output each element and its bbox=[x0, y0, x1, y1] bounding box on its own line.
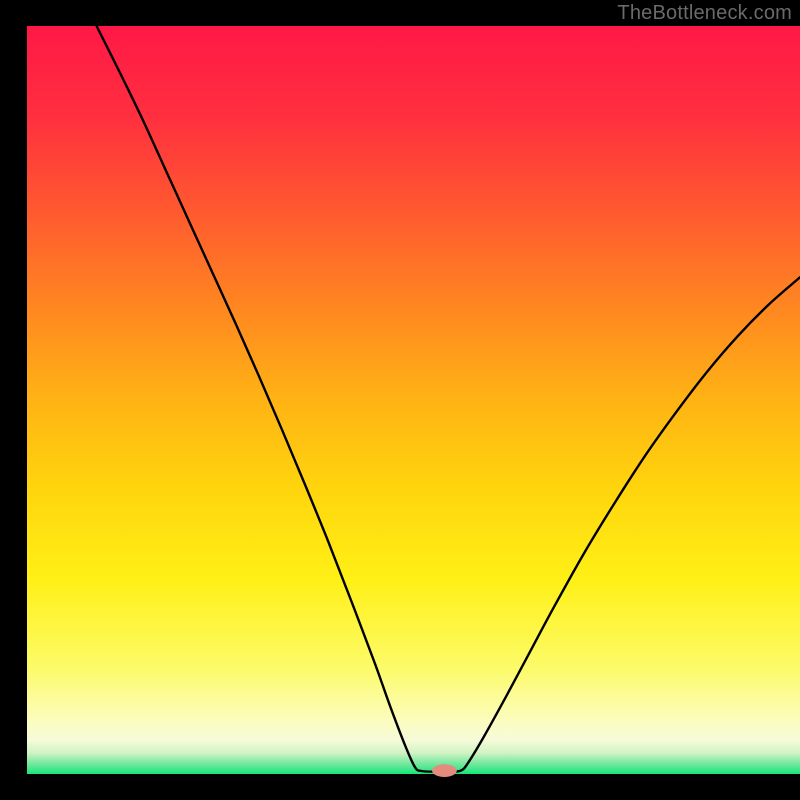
left-axis-border bbox=[0, 0, 27, 800]
watermark-text: TheBottleneck.com bbox=[617, 2, 792, 25]
optimum-marker bbox=[432, 764, 457, 777]
bottleneck-chart: TheBottleneck.com bbox=[0, 0, 800, 800]
bottom-axis-border bbox=[0, 774, 800, 800]
chart-svg bbox=[0, 0, 800, 800]
